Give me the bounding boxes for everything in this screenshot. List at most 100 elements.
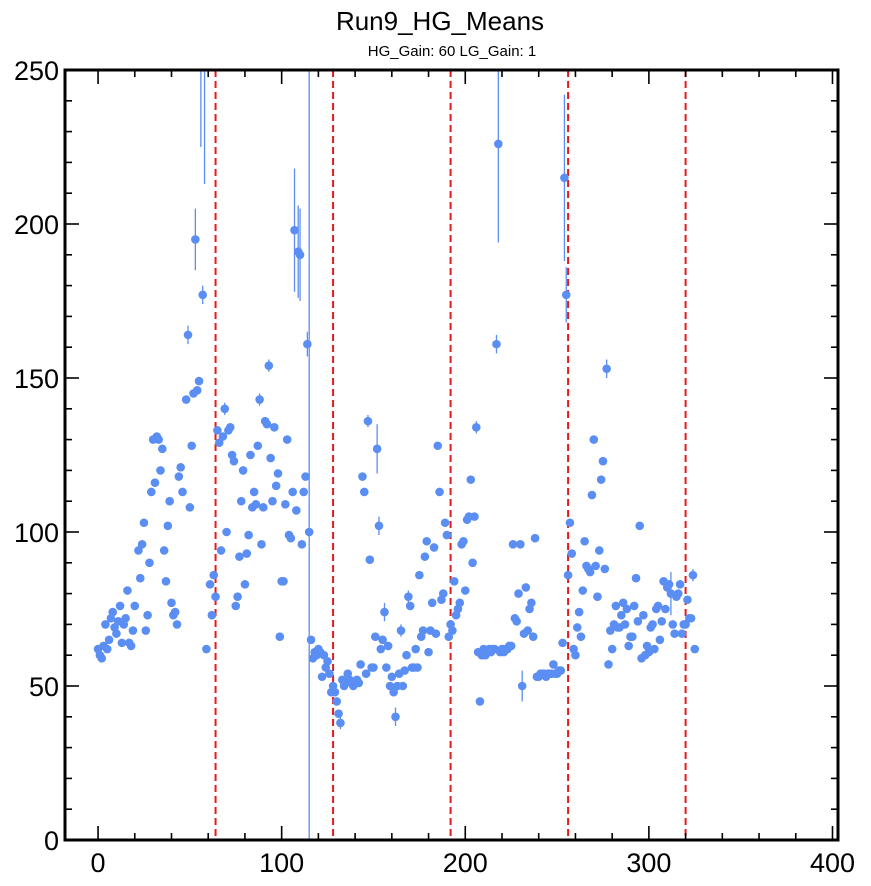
- data-point-304: [657, 617, 667, 626]
- data-point-181: [431, 629, 441, 638]
- data-point-110: [301, 472, 310, 481]
- data-point-61: [211, 592, 220, 601]
- data-point-58: [205, 580, 215, 589]
- data-point-310: [668, 620, 678, 629]
- x-tick-label-4: 400: [810, 848, 855, 878]
- x-tick-label-2: 200: [443, 848, 488, 878]
- data-point-25: [141, 626, 151, 635]
- data-point-55: [198, 290, 208, 300]
- data-point-141: [358, 472, 367, 481]
- data-point-252: [561, 290, 571, 300]
- data-point-26: [143, 610, 152, 620]
- data-point-159: [391, 712, 400, 722]
- data-point-34: [158, 444, 167, 454]
- data-point-8: [108, 607, 118, 617]
- data-point-37: [163, 521, 173, 531]
- data-point-113: [306, 635, 316, 645]
- data-point-314: [675, 580, 685, 589]
- data-point-39: [167, 598, 176, 608]
- data-point-62: [213, 426, 222, 435]
- data-point-107: [295, 250, 305, 260]
- data-point-321: [688, 570, 698, 580]
- data-point-89: [262, 419, 272, 429]
- data-point-155: [383, 641, 393, 651]
- data-point-151: [376, 644, 386, 654]
- data-point-235: [530, 533, 540, 543]
- y-tick-label-0: 0: [44, 826, 59, 856]
- data-point-268: [591, 561, 600, 571]
- data-point-288: [628, 632, 637, 642]
- data-point-86: [257, 540, 266, 549]
- data-point-311: [670, 629, 679, 638]
- data-point-24: [139, 518, 149, 528]
- data-point-182: [433, 441, 443, 451]
- data-point-175: [420, 552, 430, 561]
- data-point-230: [521, 583, 531, 592]
- data-point-60: [209, 570, 219, 580]
- data-point-226: [514, 589, 523, 598]
- data-point-104: [290, 225, 299, 235]
- x-tick-labels: 0 100 200 300 400: [91, 848, 855, 878]
- data-point-32: [154, 435, 163, 444]
- data-point-185: [438, 589, 448, 598]
- y-tick-label-3: 150: [14, 364, 59, 394]
- plot-frame: [63, 68, 840, 842]
- data-point-28: [146, 487, 156, 497]
- data-point-69: [225, 422, 235, 432]
- y-tick-label-1: 50: [29, 672, 59, 702]
- vertical-lines: [214, 70, 687, 840]
- data-point-225: [512, 617, 521, 626]
- data-point-16: [123, 586, 132, 595]
- data-point-126: [330, 687, 340, 697]
- data-point-6: [104, 635, 114, 645]
- data-point-273: [600, 564, 610, 574]
- data-point-140: [356, 660, 365, 669]
- data-point-187: [442, 530, 452, 540]
- data-point-119: [317, 672, 327, 682]
- data-point-77: [240, 580, 250, 589]
- y-tick-labels: 0 50 100 150 200 250: [14, 56, 59, 856]
- data-point-274: [602, 364, 611, 374]
- data-point-203: [471, 422, 481, 432]
- data-point-197: [460, 586, 470, 595]
- data-point-250: [558, 638, 567, 648]
- data-point-57: [202, 644, 211, 654]
- data-point-52: [192, 386, 202, 395]
- data-point-315: [677, 629, 687, 638]
- data-point-231: [523, 626, 532, 635]
- data-point-48: [185, 503, 195, 512]
- data-point-277: [607, 644, 617, 654]
- data-point-177: [424, 647, 433, 657]
- data-point-15: [121, 613, 130, 623]
- data-point-255: [567, 549, 577, 558]
- data-point-166: [404, 592, 413, 601]
- data-point-66: [220, 404, 230, 414]
- data-point-202: [470, 512, 479, 521]
- data-point-251: [560, 173, 569, 183]
- data-point-47: [183, 330, 193, 340]
- data-point-44: [176, 463, 185, 472]
- data-point-194: [455, 598, 465, 608]
- data-point-299: [648, 620, 657, 629]
- data-point-254: [565, 518, 575, 528]
- data-point-227: [516, 540, 525, 549]
- data-point-179: [427, 598, 437, 608]
- data-point-10: [112, 629, 121, 638]
- data-point-94: [271, 481, 281, 491]
- data-point-308: [664, 580, 674, 589]
- data-point-71: [229, 456, 239, 466]
- data-point-259: [574, 607, 584, 617]
- data-point-291: [633, 617, 643, 626]
- data-point-13: [117, 638, 127, 648]
- x-tick-label-1: 100: [259, 848, 304, 878]
- data-point-91: [266, 453, 275, 463]
- data-point-269: [593, 592, 602, 601]
- data-point-72: [231, 601, 241, 611]
- data-point-261: [578, 586, 588, 595]
- data-point-289: [629, 601, 639, 611]
- data-point-153: [380, 607, 389, 617]
- data-point-191: [449, 576, 459, 586]
- data-point-142: [359, 487, 369, 497]
- data-point-67: [222, 527, 231, 537]
